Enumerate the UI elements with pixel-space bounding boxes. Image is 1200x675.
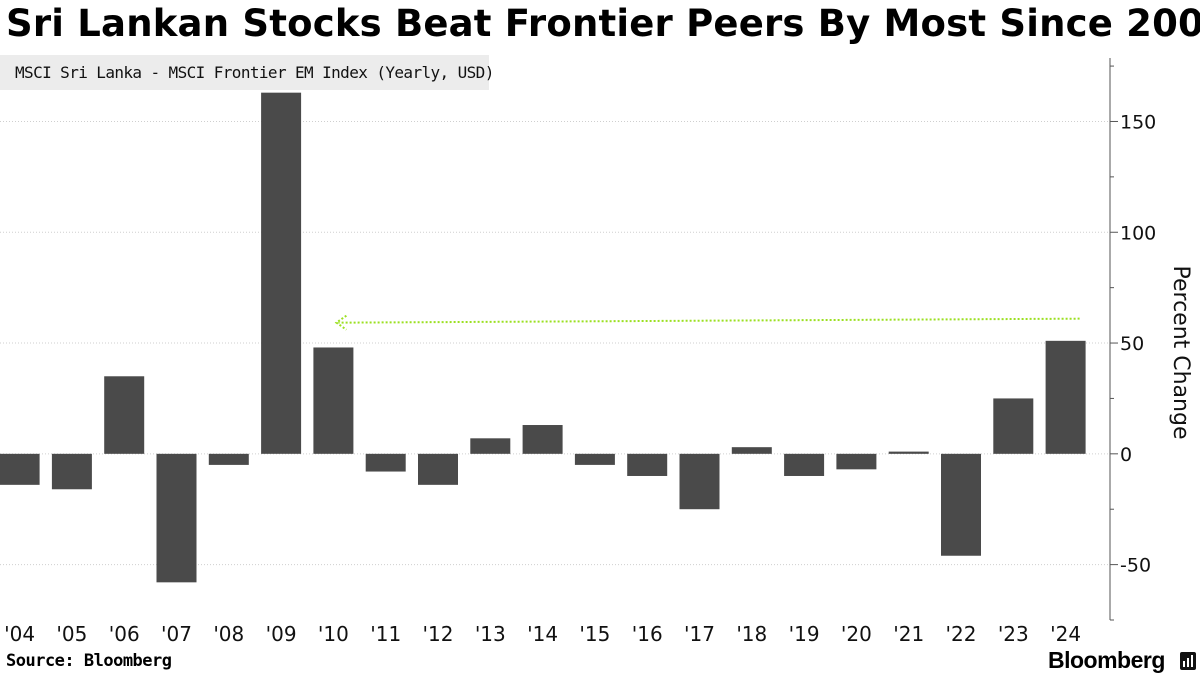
bar (731, 447, 772, 454)
x-tick-label: '09 (266, 622, 297, 646)
bloomberg-terminal-icon (1180, 652, 1196, 670)
annotation-arrow-line (338, 317, 1080, 324)
x-tick-label: '08 (213, 622, 244, 646)
x-tick-label: '23 (998, 622, 1029, 646)
bar (156, 453, 197, 583)
bar (418, 453, 458, 485)
x-tick-label: '16 (632, 622, 663, 646)
bar (522, 425, 563, 454)
chart-title: Sri Lankan Stocks Beat Frontier Peers By… (6, 2, 1200, 45)
y-tick-label: 0 (1120, 444, 1132, 466)
legend-label: MSCI Sri Lanka - MSCI Frontier EM Index … (15, 63, 494, 82)
x-tick-label: '19 (789, 622, 820, 646)
x-tick-label: '14 (527, 622, 558, 646)
y-axis-label: Percent Change (1168, 265, 1193, 439)
bar (627, 453, 668, 476)
x-tick-label: '17 (684, 622, 715, 646)
x-tick-label: '15 (579, 622, 610, 646)
x-tick-label: '04 (4, 622, 35, 646)
annotation-arrow-head (334, 314, 347, 331)
bar (993, 398, 1034, 454)
bar (784, 453, 825, 476)
x-tick-label: '18 (736, 622, 767, 646)
x-tick-label: '12 (423, 622, 454, 646)
x-tick-label: '21 (893, 622, 924, 646)
bar (261, 92, 302, 454)
y-tick-label: -50 (1120, 555, 1151, 577)
bar (365, 453, 406, 472)
y-tick-label: 50 (1120, 333, 1144, 355)
source-note: Source: Bloomberg (6, 651, 172, 671)
bar (104, 376, 145, 454)
bar (313, 347, 354, 454)
x-tick-label: '24 (1050, 622, 1081, 646)
x-tick-label: '06 (109, 622, 140, 646)
bar (574, 453, 615, 465)
x-tick-label: '13 (475, 622, 506, 646)
bar (0, 453, 40, 485)
x-tick-label: '07 (161, 622, 192, 646)
bar (941, 453, 981, 556)
x-tick-label: '05 (56, 622, 87, 646)
bloomberg-logo: Bloomberg (1048, 647, 1165, 673)
x-tick-label: '11 (370, 622, 401, 646)
y-tick-label: 100 (1120, 222, 1156, 244)
bar (1045, 340, 1086, 454)
x-tick-label: '20 (841, 622, 872, 646)
bar (836, 453, 877, 470)
bar (208, 453, 249, 465)
y-tick-label: 150 (1120, 111, 1156, 133)
bar (888, 451, 929, 454)
bar (51, 453, 92, 490)
x-tick-label: '22 (946, 622, 977, 646)
bar (470, 438, 511, 454)
x-tick-label: '10 (318, 622, 349, 646)
bar (679, 453, 720, 510)
legend: MSCI Sri Lanka - MSCI Frontier EM Index … (0, 55, 494, 90)
